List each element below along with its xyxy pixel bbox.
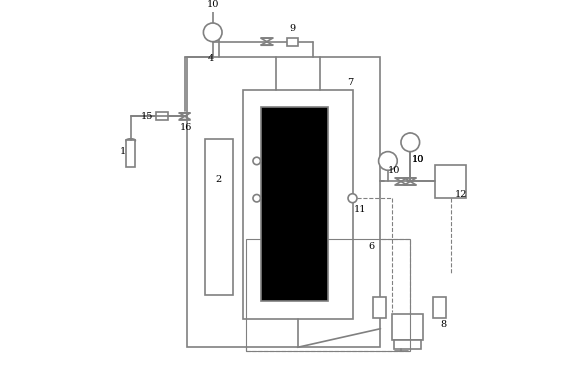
Text: 16: 16 [180, 123, 192, 132]
Circle shape [253, 157, 260, 165]
Bar [393, 340, 421, 349]
Text: 5: 5 [320, 108, 326, 117]
Bar [157, 112, 168, 120]
Bar [373, 297, 386, 318]
Bar [246, 239, 410, 351]
Bar [187, 57, 381, 347]
Bar [392, 314, 423, 340]
Text: 10: 10 [388, 166, 400, 175]
Bar [246, 239, 410, 351]
Text: 3: 3 [295, 218, 301, 227]
Circle shape [401, 133, 420, 152]
Text: 2: 2 [215, 175, 221, 184]
Text: 4: 4 [208, 54, 214, 63]
Circle shape [348, 194, 357, 203]
Text: 9: 9 [290, 24, 296, 33]
Text: 14: 14 [283, 210, 296, 220]
Circle shape [379, 152, 398, 170]
Bar [205, 139, 233, 295]
Bar [261, 107, 328, 301]
Text: 6: 6 [368, 242, 374, 251]
Bar [243, 90, 353, 319]
Bar [435, 165, 466, 198]
Bar [432, 297, 446, 318]
Circle shape [253, 195, 260, 202]
Text: 15: 15 [141, 112, 154, 121]
Circle shape [203, 23, 222, 42]
Text: 8: 8 [441, 320, 447, 330]
Text: 10: 10 [207, 0, 219, 9]
Bar [288, 37, 299, 46]
Text: 11: 11 [354, 205, 366, 214]
Text: 10: 10 [411, 154, 424, 164]
Text: 7: 7 [347, 78, 354, 87]
Text: 13: 13 [283, 235, 296, 244]
Text: 1: 1 [120, 147, 126, 156]
Bar [126, 141, 136, 166]
Text: 10: 10 [411, 154, 424, 164]
Text: 12: 12 [455, 190, 467, 199]
